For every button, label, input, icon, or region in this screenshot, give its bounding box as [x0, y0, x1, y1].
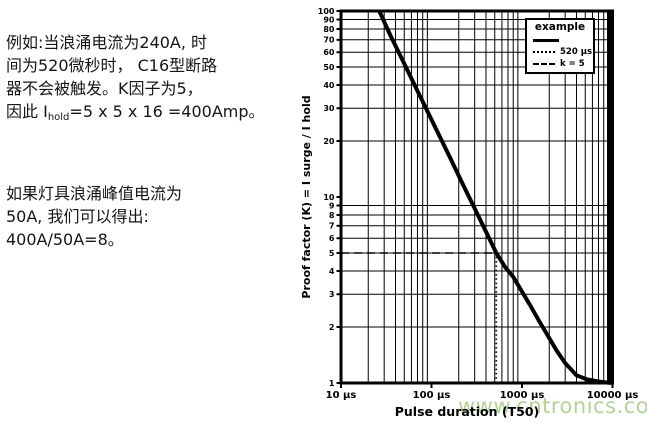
svg-text:100: 100	[318, 7, 335, 16]
svg-text:100 µs: 100 µs	[413, 390, 451, 401]
dotted-line-swatch	[533, 51, 555, 53]
svg-text:30: 30	[323, 104, 335, 113]
formula-subscript: hold	[47, 112, 70, 123]
legend-item-k5: k = 5	[527, 58, 593, 70]
svg-text:40: 40	[323, 81, 335, 90]
svg-text:1000 µs: 1000 µs	[500, 390, 545, 401]
left-text-panel: 例如:当浪涌电流为240A, 时 间为520微秒时， C16型断路 器不会被触发…	[6, 31, 298, 251]
x-axis-title: Pulse duration (T50)	[395, 404, 540, 419]
formula-prefix: 因此 I	[6, 102, 48, 121]
svg-text:3: 3	[329, 290, 335, 299]
svg-text:50: 50	[323, 63, 335, 72]
svg-text:4: 4	[329, 267, 335, 276]
svg-text:7: 7	[329, 222, 335, 231]
solid-line-swatch	[533, 38, 559, 42]
formula-tail: =5 x 5 x 16 =400Amp。	[69, 102, 265, 121]
svg-text:10: 10	[323, 193, 335, 202]
svg-text:10000 µs: 10000 µs	[587, 390, 639, 401]
legend-item-label: 520 µs	[560, 47, 593, 57]
svg-text:5: 5	[329, 249, 335, 258]
svg-text:70: 70	[323, 36, 335, 45]
svg-text:2: 2	[329, 323, 335, 332]
svg-text:20: 20	[323, 137, 335, 146]
legend-item-520us: 520 µs	[527, 46, 593, 58]
svg-text:10 µs: 10 µs	[326, 390, 357, 401]
svg-text:90: 90	[323, 15, 335, 24]
legend-item-label: k = 5	[560, 59, 585, 69]
watermark: www.cntronics.com	[458, 394, 647, 418]
legend-item-example	[527, 34, 593, 46]
dashed-line-swatch	[533, 63, 555, 65]
text-line: 例如:当浪涌电流为240A, 时	[6, 33, 208, 52]
text-line: 400A/50A=8。	[6, 230, 124, 249]
svg-text:6: 6	[329, 234, 335, 243]
text-line: 50A, 我们可以得出:	[6, 207, 149, 226]
text-line: 器不会被触发。K因子为5，	[6, 79, 203, 98]
chart-legend: example 520 µs k = 5	[525, 18, 595, 74]
chart-frame-right-edge	[607, 10, 614, 384]
paragraph-example: 例如:当浪涌电流为240A, 时 间为520微秒时， C16型断路 器不会被触发…	[6, 31, 298, 129]
y-axis-title: Proof factor (K) = I surge / I hold	[300, 95, 313, 298]
example-curve	[377, 10, 613, 385]
text-line-formula: 因此 Ihold=5 x 5 x 16 =400Amp。	[6, 100, 298, 129]
svg-text:9: 9	[329, 201, 335, 210]
svg-text:1: 1	[329, 379, 335, 388]
svg-text:8: 8	[329, 211, 335, 220]
text-line: 如果灯具浪涌峰值电流为	[6, 184, 183, 203]
paragraph-ratio: 如果灯具浪涌峰值电流为 50A, 我们可以得出: 400A/50A=8。	[6, 182, 298, 251]
svg-text:60: 60	[323, 48, 335, 57]
svg-text:80: 80	[323, 25, 335, 34]
axis-ticks	[336, 10, 614, 388]
text-line: 间为520微秒时， C16型断路	[6, 56, 218, 75]
legend-title: example	[534, 21, 586, 33]
